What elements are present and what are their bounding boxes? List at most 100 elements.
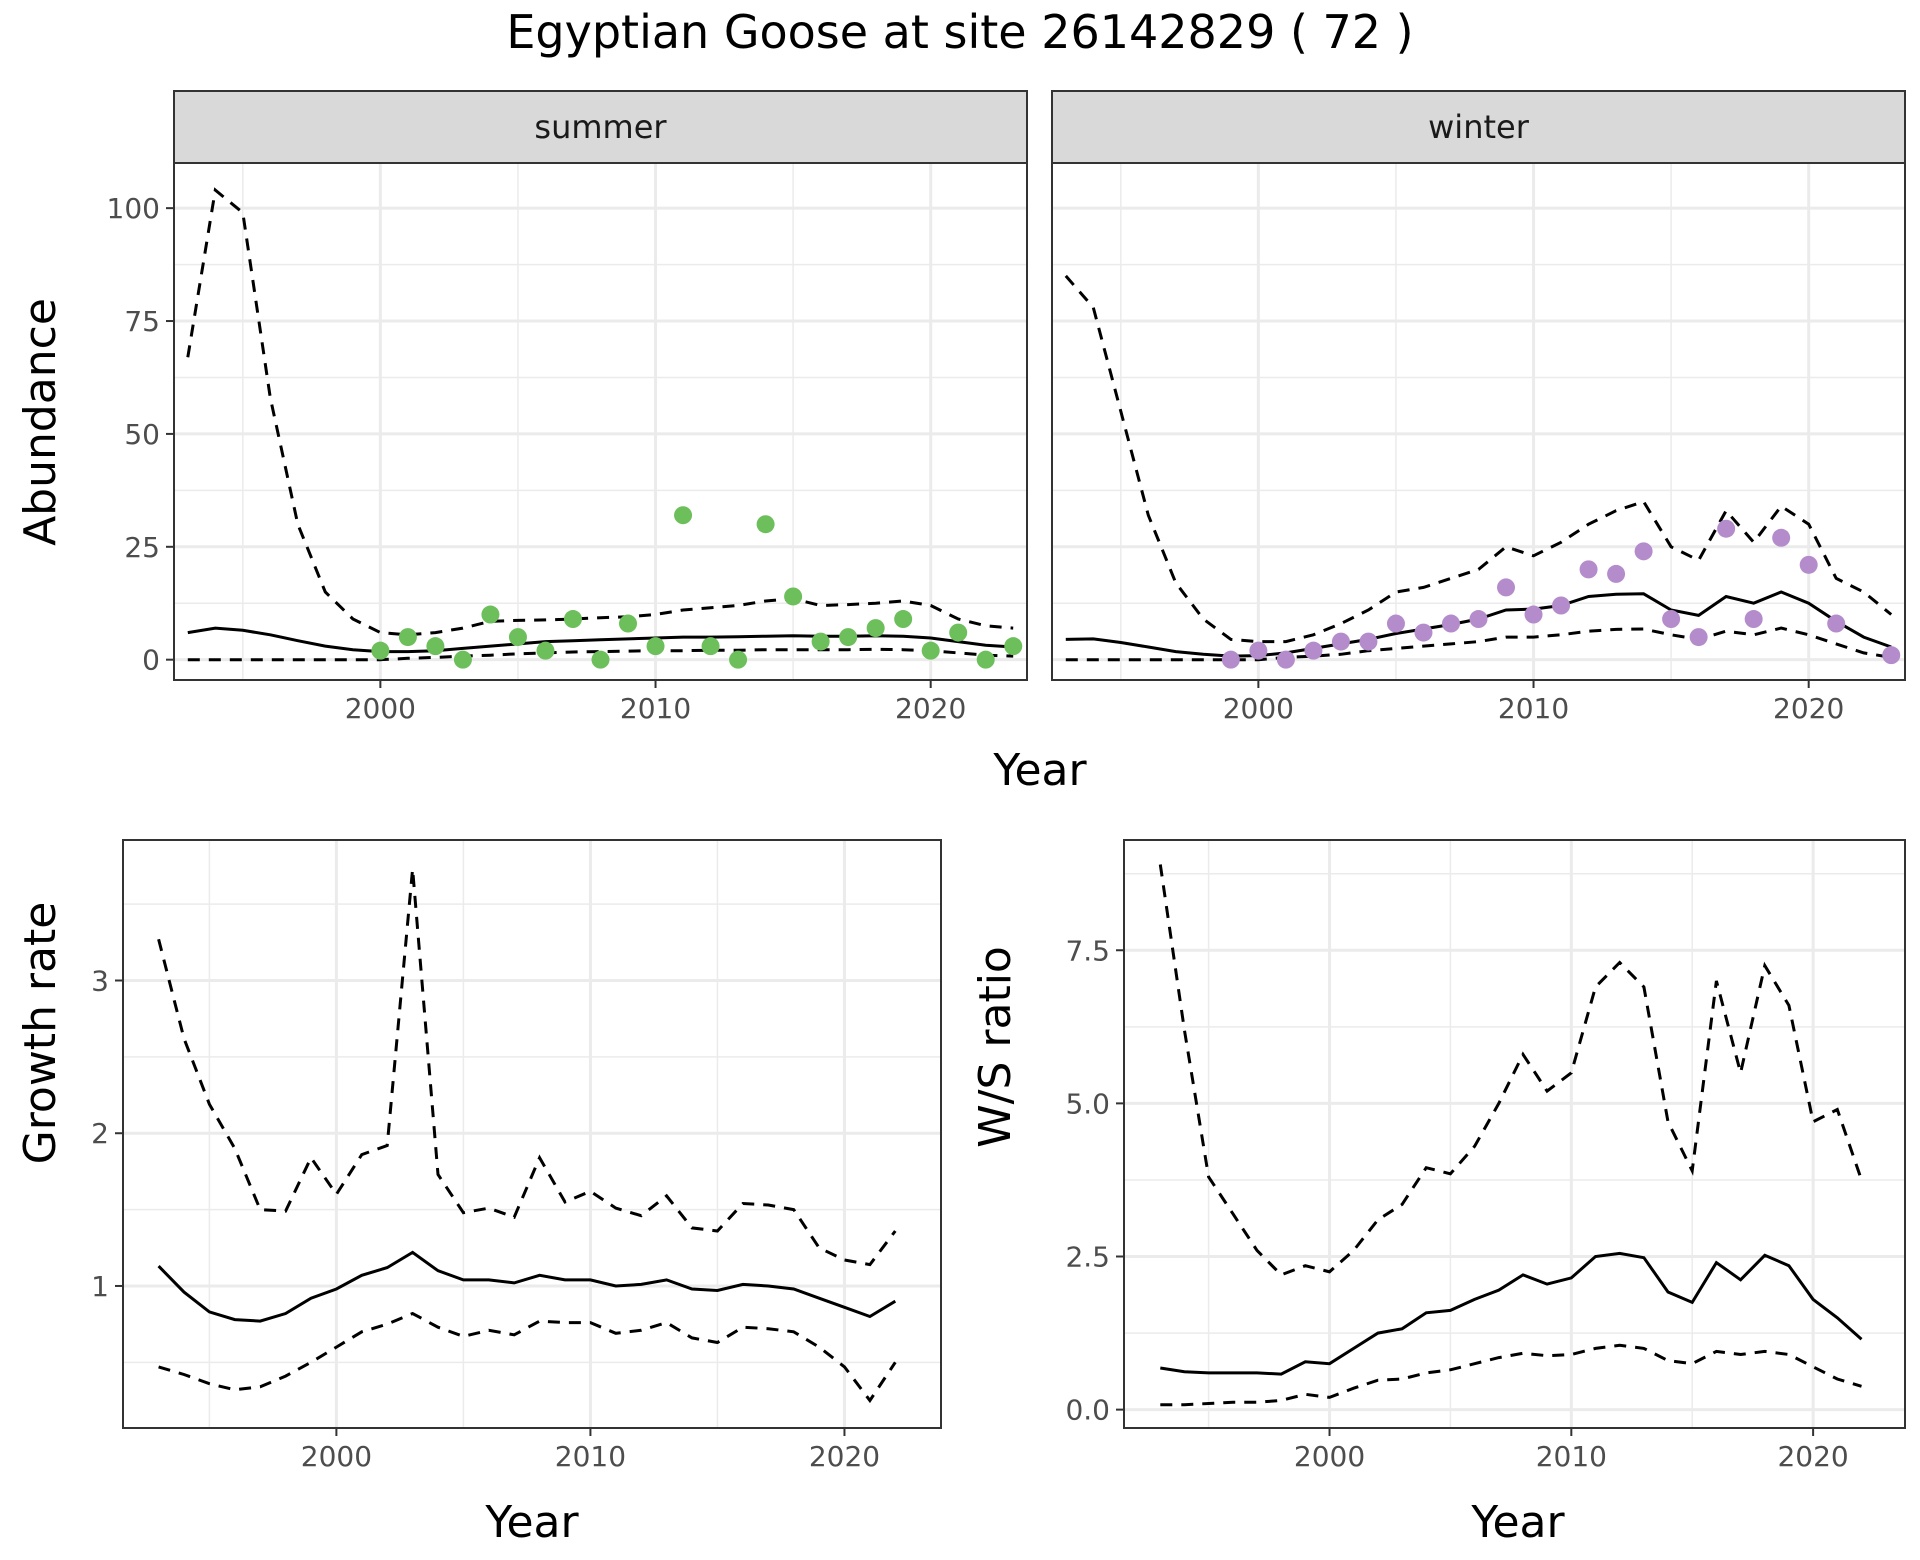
data-point (398, 628, 417, 647)
panel-winter: winter 2000 2010 2020 (1051, 90, 1906, 725)
y-tick-label: 7.5 (1065, 934, 1110, 967)
data-point (1221, 650, 1240, 669)
series-growth (157, 868, 897, 1404)
data-point (674, 506, 693, 525)
x-tick-label: 2020 (895, 692, 966, 725)
data-point (1331, 632, 1350, 651)
x-tick-label: 2000 (301, 1440, 372, 1473)
data-point (1524, 605, 1543, 624)
ratio-x-axis-title: Year (1470, 1497, 1565, 1548)
series-summer (186, 187, 1023, 669)
data-point (949, 623, 968, 642)
data-point (1772, 528, 1791, 547)
x-tick-label: 2000 (1294, 1440, 1365, 1473)
panel-border-ratio (1123, 839, 1906, 1429)
x-tick-label: 2010 (620, 692, 691, 725)
panel-border-winter (1051, 162, 1906, 681)
series-line-upper (157, 868, 897, 1267)
data-point (619, 614, 638, 633)
data-point (1359, 632, 1378, 651)
ticks-growth: 2000 2010 2020 1 2 3 (91, 965, 880, 1473)
data-point (1441, 614, 1460, 633)
x-tick-label: 2000 (1223, 692, 1294, 725)
data-point (646, 637, 665, 656)
data-point (1386, 614, 1405, 633)
data-point (563, 610, 582, 629)
data-point (1662, 610, 1681, 629)
data-point (1607, 564, 1626, 583)
y-tick-label: 75 (124, 305, 160, 338)
data-point (1882, 646, 1901, 665)
data-point (1552, 596, 1571, 615)
grid-winter (1052, 163, 1905, 680)
data-point (1717, 519, 1736, 538)
data-point (756, 515, 775, 534)
growth-x-axis-title: Year (484, 1497, 579, 1548)
grid-ratio (1124, 840, 1905, 1428)
series-line-estimate (157, 1250, 897, 1323)
panel-growth: 2000 2010 2020 1 2 3 (91, 839, 942, 1473)
series-line-upper (1158, 864, 1863, 1277)
series-line-lower (187, 647, 1014, 662)
data-point (839, 628, 858, 647)
series-winter (1064, 274, 1901, 669)
data-point (1304, 641, 1323, 660)
data-point (1249, 641, 1268, 660)
x-tick-label: 2010 (555, 1440, 626, 1473)
top-y-axis-title: Abundance (15, 298, 66, 546)
growth-y-axis-title: Growth rate (15, 902, 66, 1165)
x-tick-label: 2010 (1498, 692, 1569, 725)
ticks-winter: 2000 2010 2020 (1223, 680, 1844, 725)
ratio-y-axis-title: W/S ratio (970, 946, 1021, 1148)
y-tick-label: 1 (91, 1270, 109, 1303)
data-point (1744, 610, 1763, 629)
data-point (784, 587, 803, 606)
data-point (1579, 560, 1598, 579)
series-ratio (1158, 864, 1863, 1407)
data-point (591, 650, 610, 669)
data-point (1469, 610, 1488, 629)
y-tick-label: 3 (91, 965, 109, 998)
data-point (371, 641, 390, 660)
data-point (1004, 637, 1023, 656)
series-line-estimate (1160, 1251, 1863, 1376)
x-tick-label: 2020 (1777, 1440, 1848, 1473)
y-tick-label: 50 (124, 418, 160, 451)
y-tick-label: 25 (124, 531, 160, 564)
data-point (921, 641, 940, 660)
data-point (729, 650, 748, 669)
x-tick-label: 2010 (1536, 1440, 1607, 1473)
series-line-upper (1064, 274, 1893, 644)
series-line-upper (186, 187, 1014, 637)
data-point (976, 650, 995, 669)
data-point (1689, 628, 1708, 647)
grid-growth (123, 840, 941, 1428)
data-point (894, 610, 913, 629)
y-tick-label: 100 (107, 192, 160, 225)
top-x-axis-title: Year (992, 745, 1087, 796)
panel-border-summer (173, 162, 1028, 681)
data-point (1414, 623, 1433, 642)
ticks-ratio: 2000 2010 2020 0.0 2.5 5.0 7.5 (1065, 934, 1848, 1473)
data-point (1827, 614, 1846, 633)
series-line-lower (1065, 626, 1892, 662)
strip-winter (1051, 90, 1906, 164)
ticks-summer: 2000 2010 2020 0 25 50 75 100 (107, 192, 967, 725)
strip-summer (173, 90, 1028, 164)
data-point (481, 605, 500, 624)
data-point (453, 650, 472, 669)
data-point (866, 619, 885, 638)
data-point (1799, 555, 1818, 574)
strip-label-summer: summer (534, 108, 667, 146)
series-line-lower (158, 1311, 897, 1404)
y-tick-label: 2 (91, 1117, 109, 1150)
x-tick-label: 2020 (1773, 692, 1844, 725)
series-line-lower (1160, 1343, 1862, 1407)
y-tick-label: 5.0 (1065, 1087, 1110, 1120)
y-tick-label: 2.5 (1065, 1241, 1110, 1274)
x-tick-label: 2020 (809, 1440, 880, 1473)
panel-summer: summer 2000 2010 2020 0 25 50 75 100 (107, 90, 1028, 725)
data-point (811, 632, 830, 651)
